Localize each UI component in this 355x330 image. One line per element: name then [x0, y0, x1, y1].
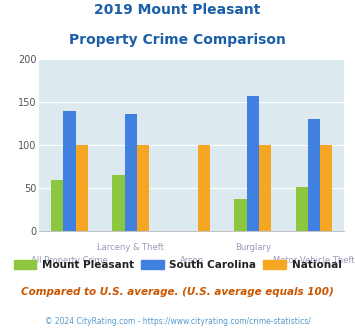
- Bar: [259, 145, 271, 231]
- Bar: [76, 145, 88, 231]
- Bar: [320, 145, 332, 231]
- Text: All Property Crime: All Property Crime: [31, 256, 108, 265]
- Bar: [308, 118, 320, 231]
- Text: Compared to U.S. average. (U.S. average equals 100): Compared to U.S. average. (U.S. average …: [21, 287, 334, 297]
- Bar: [112, 175, 125, 231]
- Text: Burglary: Burglary: [235, 244, 271, 252]
- Bar: [234, 199, 247, 231]
- Bar: [247, 96, 259, 231]
- Text: Motor Vehicle Theft: Motor Vehicle Theft: [273, 256, 355, 265]
- Bar: [125, 114, 137, 231]
- Bar: [64, 111, 76, 231]
- Text: Arson: Arson: [180, 256, 204, 265]
- Bar: [198, 145, 210, 231]
- Bar: [51, 180, 64, 231]
- Bar: [295, 187, 308, 231]
- Text: © 2024 CityRating.com - https://www.cityrating.com/crime-statistics/: © 2024 CityRating.com - https://www.city…: [45, 317, 310, 326]
- Text: Property Crime Comparison: Property Crime Comparison: [69, 33, 286, 47]
- Text: Larceny & Theft: Larceny & Theft: [97, 244, 164, 252]
- Text: 2019 Mount Pleasant: 2019 Mount Pleasant: [94, 3, 261, 17]
- Bar: [137, 145, 149, 231]
- Legend: Mount Pleasant, South Carolina, National: Mount Pleasant, South Carolina, National: [9, 256, 346, 275]
